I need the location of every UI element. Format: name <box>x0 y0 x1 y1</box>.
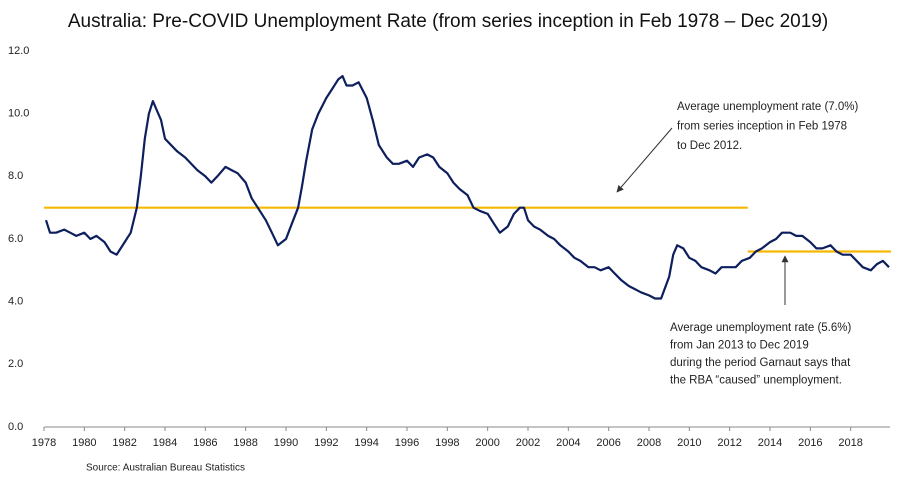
annotation: from series inception in Feb 1978 <box>677 121 847 133</box>
annotation: the RBA “caused” unemployment. <box>670 375 842 387</box>
x-tick-label: 1980 <box>72 437 96 449</box>
x-tick-label: 1996 <box>395 437 419 449</box>
annotation: Average unemployment rate (5.6%) <box>670 322 851 334</box>
y-tick-label: 0.0 <box>8 421 23 433</box>
annotation: Average unemployment rate (7.0%) <box>677 101 858 113</box>
x-tick-label: 2016 <box>798 437 822 449</box>
x-tick-label: 2004 <box>556 437 580 449</box>
unemployment-line <box>44 75 890 300</box>
x-tick-label: 1978 <box>32 437 56 449</box>
x-tick-label: 1992 <box>314 437 338 449</box>
y-tick-label: 2.0 <box>8 358 23 370</box>
annotation-arrow <box>616 127 673 193</box>
chart-title: Australia: Pre-COVID Unemployment Rate (… <box>68 11 828 32</box>
annotation: to Dec 2012. <box>677 140 742 152</box>
annotation: during the period Garnaut says that <box>670 357 851 369</box>
x-tick-label: 2002 <box>516 437 540 449</box>
x-tick-label: 2014 <box>758 437 782 449</box>
x-tick-label: 2000 <box>475 437 499 449</box>
y-tick-label: 12.0 <box>8 45 29 57</box>
x-tick-label: 2018 <box>838 437 862 449</box>
y-tick-label: 8.0 <box>8 170 23 182</box>
x-tick-label: 2010 <box>677 437 701 449</box>
x-tick-label: 1990 <box>274 437 298 449</box>
annotation: from Jan 2013 to Dec 2019 <box>670 340 809 352</box>
x-tick-label: 1986 <box>193 437 217 449</box>
x-tick-label: 1994 <box>354 437 378 449</box>
source: Source: Australian Bureau Statistics <box>86 463 245 474</box>
x-tick-label: 1998 <box>435 437 459 449</box>
y-tick-label: 10.0 <box>8 108 29 120</box>
x-tick-label: 1988 <box>233 437 257 449</box>
x-tick-label: 1982 <box>112 437 136 449</box>
x-tick-label: 2008 <box>637 437 661 449</box>
x-tick-label: 2006 <box>596 437 620 449</box>
x-tick-label: 2012 <box>717 437 741 449</box>
y-tick-label: 6.0 <box>8 233 23 245</box>
x-tick-label: 1984 <box>153 437 177 449</box>
y-tick-label: 4.0 <box>8 296 23 308</box>
